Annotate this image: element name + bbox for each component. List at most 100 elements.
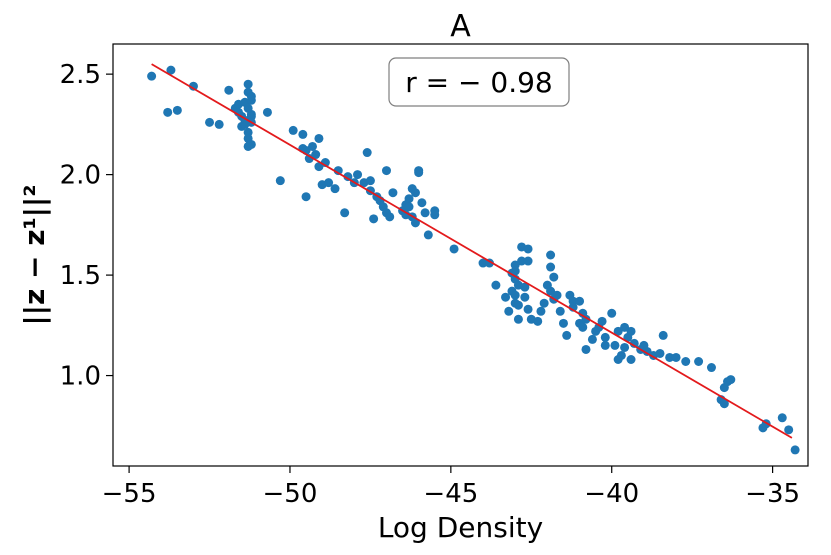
annotation-box — [388, 57, 570, 107]
data-point — [353, 170, 363, 180]
data-point — [520, 282, 530, 292]
data-point — [546, 250, 556, 260]
data-point — [246, 91, 256, 101]
data-point — [546, 286, 556, 296]
data-point — [510, 290, 520, 300]
data-point — [658, 330, 668, 340]
data-point — [513, 300, 523, 310]
data-point — [449, 244, 459, 254]
data-point — [600, 332, 610, 342]
y-tick-label: 2.0 — [60, 161, 101, 191]
x-tick-label: −50 — [263, 479, 318, 509]
data-point — [620, 322, 630, 332]
data-point — [575, 296, 585, 306]
data-point — [288, 125, 298, 135]
data-point — [523, 304, 533, 314]
data-point — [784, 425, 794, 435]
correlation-annotation: r = − 0.98 — [405, 66, 552, 99]
regression-line — [151, 63, 793, 439]
data-point — [163, 107, 173, 117]
data-point — [562, 330, 572, 340]
data-point — [504, 306, 514, 316]
data-point — [610, 340, 620, 350]
data-point — [307, 141, 317, 151]
data-point — [188, 81, 198, 91]
data-point — [613, 354, 623, 364]
data-point — [314, 162, 324, 172]
data-point — [597, 316, 607, 326]
data-point — [147, 71, 157, 81]
data-point — [404, 194, 414, 204]
data-point — [414, 168, 424, 178]
data-point — [671, 352, 681, 362]
data-point — [275, 176, 285, 186]
data-point — [552, 290, 562, 300]
data-point — [311, 150, 321, 160]
data-point — [694, 357, 704, 367]
data-point — [301, 192, 311, 202]
x-axis-label: Log Density — [378, 511, 543, 544]
data-point — [404, 202, 414, 212]
data-point — [546, 262, 556, 272]
data-point — [517, 256, 527, 266]
x-tick-label: −55 — [102, 479, 157, 509]
data-point — [607, 308, 617, 318]
data-point — [549, 272, 559, 282]
data-point — [333, 166, 343, 176]
data-point — [298, 129, 308, 139]
data-point — [790, 445, 800, 455]
data-point — [491, 280, 501, 290]
data-point — [262, 107, 272, 117]
chart-title: A — [450, 9, 471, 44]
data-point — [587, 334, 597, 344]
data-point — [719, 399, 729, 409]
x-tick-label: −35 — [745, 479, 800, 509]
data-point — [578, 322, 588, 332]
data-point — [613, 326, 623, 336]
data-point — [520, 292, 530, 302]
data-point — [478, 258, 488, 268]
data-point — [665, 352, 675, 362]
data-point — [513, 314, 523, 324]
data-point — [430, 210, 440, 220]
x-tick-label: −40 — [584, 479, 639, 509]
y-tick-label: 2.5 — [60, 60, 101, 90]
data-point — [510, 266, 520, 276]
data-point — [362, 148, 372, 158]
data-point — [381, 166, 391, 176]
y-tick-label: 1.0 — [60, 362, 101, 392]
data-point — [385, 212, 395, 222]
data-point — [407, 184, 417, 194]
data-point — [536, 306, 546, 316]
data-point — [706, 363, 716, 373]
data-point — [539, 298, 549, 308]
data-point — [626, 354, 636, 364]
data-point — [246, 111, 256, 121]
data-point — [401, 210, 411, 220]
data-point — [726, 375, 736, 385]
data-point — [330, 184, 340, 194]
data-point — [224, 85, 234, 95]
data-point — [243, 141, 253, 151]
y-axis-label: ||z − z¹||² — [18, 185, 51, 326]
data-point — [555, 306, 565, 316]
data-point — [420, 208, 430, 218]
data-point — [214, 119, 224, 129]
data-point — [629, 338, 639, 348]
plot-frame — [112, 43, 809, 467]
data-point — [600, 340, 610, 350]
data-point — [166, 65, 176, 75]
data-point — [388, 188, 398, 198]
data-point — [365, 176, 375, 186]
data-point — [523, 256, 533, 266]
data-point — [343, 172, 353, 182]
data-point — [423, 230, 433, 240]
data-point — [417, 198, 427, 208]
data-point — [340, 208, 350, 218]
data-point — [777, 413, 787, 423]
data-point — [369, 214, 379, 224]
data-point — [620, 342, 630, 352]
data-point — [314, 133, 324, 143]
